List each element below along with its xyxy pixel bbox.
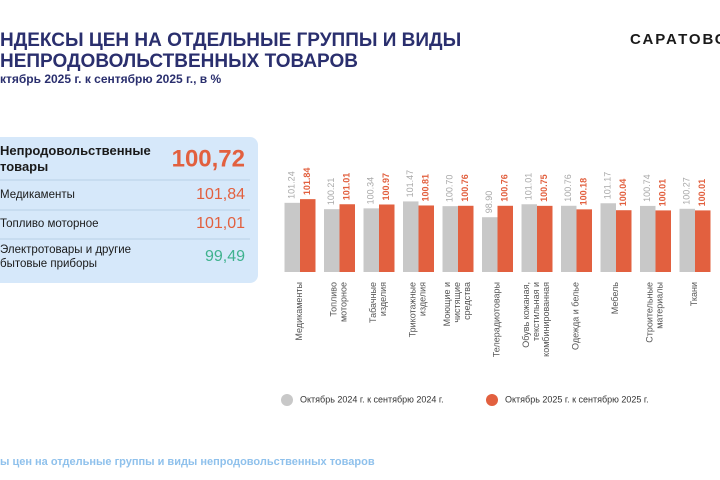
panel-label: Топливо моторное <box>0 218 99 230</box>
legend-marker <box>281 394 293 406</box>
value-label: 101.01 <box>524 173 534 201</box>
value-label: 100.97 <box>381 173 391 201</box>
panel-label: Электротовары и другие бытовые приборы <box>0 244 131 270</box>
x-tick-label: Обувь кожаная,текстильная икомбинированн… <box>521 282 551 357</box>
bar <box>679 208 695 272</box>
value-label: 100.76 <box>563 174 573 202</box>
panel-label: Непродовольственные товары <box>0 144 151 175</box>
title-line: НЕПРОДОВОЛЬСТВЕННЫХ ТОВАРОВ <box>0 51 358 72</box>
subtitle: ктябрь 2025 г. к сентябрю 2025 г., в % <box>0 72 222 86</box>
bar <box>284 202 300 272</box>
title-line: НДЕКСЫ ЦЕН НА ОТДЕЛЬНЫЕ ГРУППЫ И ВИДЫ <box>0 30 461 51</box>
legend-label: Октябрь 2024 г. к сентябрю 2024 г. <box>300 394 444 404</box>
value-label: 100.21 <box>326 178 336 206</box>
x-tick-label: Трикотажныеизделия <box>408 282 428 337</box>
bar <box>576 209 592 272</box>
bar <box>300 199 316 272</box>
value-label: 101.84 <box>302 168 312 196</box>
value-label: 100.70 <box>445 175 455 203</box>
chart: 101.24 101.84 Медикаменты 100.21 101.01 Топли… <box>281 168 711 406</box>
bar <box>561 205 577 272</box>
x-tick-label: Телерадиотовары <box>492 282 502 357</box>
bar <box>600 203 616 272</box>
x-tick-label: Медикаменты <box>294 282 304 341</box>
x-tick-label: Мебель <box>610 282 620 315</box>
panel-value: 99,49 <box>205 248 245 265</box>
value-label: 101.01 <box>342 173 352 201</box>
bar <box>458 205 474 272</box>
value-label: 101.24 <box>287 171 297 199</box>
value-label: 100.75 <box>539 174 549 202</box>
panel-value: 100,72 <box>172 145 245 172</box>
x-tick-label: Топливомоторное <box>329 282 349 322</box>
panel-value: 101,84 <box>196 186 245 203</box>
value-label: 101.47 <box>405 170 415 198</box>
legend-label: Октябрь 2025 г. к сентябрю 2025 г. <box>505 394 649 404</box>
value-label: 98.90 <box>484 191 494 214</box>
x-tick-label: Строительныематериалы <box>645 282 665 343</box>
panel-label: Медикаменты <box>0 189 75 201</box>
bar <box>497 205 513 272</box>
bar <box>640 205 656 272</box>
x-tick-label: Моющие ичистящиесредства <box>442 282 472 326</box>
x-tick-label: Ткани <box>689 282 699 306</box>
x-tick-label: Одежда и белье <box>571 282 581 350</box>
bar <box>655 210 671 272</box>
x-tick-label: Табачныеизделия <box>368 282 388 323</box>
bar <box>537 205 553 272</box>
bar <box>616 210 632 272</box>
logo: САРАТОВС <box>630 31 720 48</box>
bar <box>695 210 711 272</box>
value-label: 100.76 <box>500 174 510 202</box>
bar <box>324 209 340 272</box>
value-label: 100.74 <box>642 174 652 202</box>
value-label: 100.18 <box>579 178 589 206</box>
value-label: 100.01 <box>658 179 668 207</box>
bar <box>442 206 458 272</box>
value-label: 100.34 <box>366 177 376 205</box>
bar <box>379 204 395 272</box>
bar <box>363 208 379 272</box>
bar <box>403 201 419 272</box>
value-label: 100.01 <box>697 179 707 207</box>
value-label: 100.27 <box>682 177 692 205</box>
bar <box>521 204 537 272</box>
value-label: 100.76 <box>460 174 470 202</box>
bar <box>418 205 434 272</box>
legend-marker <box>486 394 498 406</box>
footer: ы цен на отдельные группы и виды непродо… <box>0 456 375 468</box>
bar <box>339 204 355 272</box>
bar <box>482 217 498 272</box>
value-label: 100.81 <box>421 174 431 202</box>
panel-value: 101,01 <box>196 215 245 232</box>
value-label: 101.17 <box>603 172 613 200</box>
panel-rows: Непродовольственные товары 100,72 Медикамен… <box>0 144 250 270</box>
value-label: 100.04 <box>618 179 628 207</box>
